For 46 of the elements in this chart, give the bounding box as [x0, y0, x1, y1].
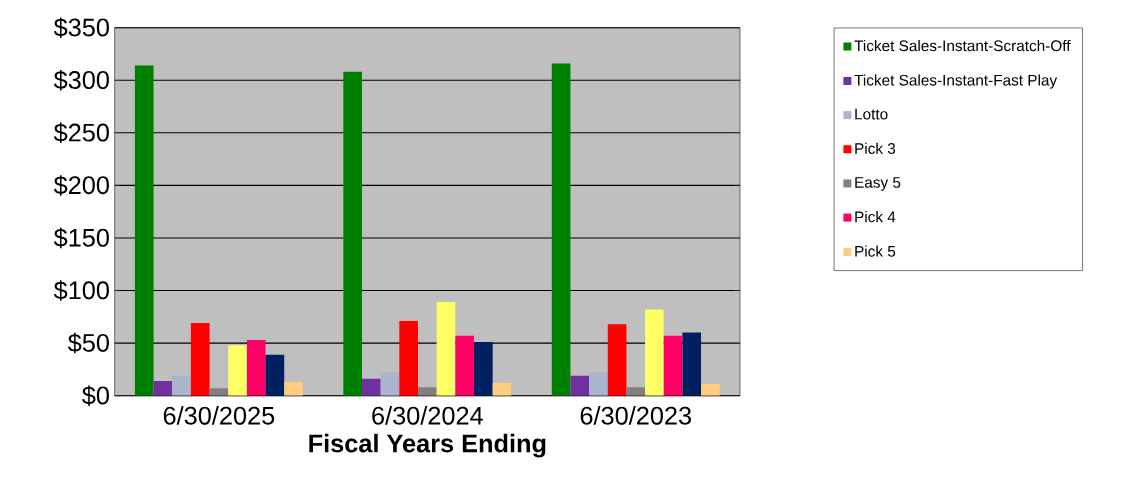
x-tick-label: 6/30/2023	[580, 406, 691, 425]
legend-label: Lotto	[855, 108, 888, 120]
bar	[284, 382, 303, 396]
bar	[418, 387, 437, 396]
x-axis-title: Fiscal Years Ending	[309, 433, 546, 458]
bar	[663, 335, 683, 396]
bar	[570, 375, 590, 396]
bar	[626, 387, 646, 396]
bar	[380, 372, 400, 396]
y-tick-label: $350	[53, 17, 109, 38]
y-tick-label: $100	[53, 280, 109, 301]
bar	[228, 345, 247, 396]
x-tick-label: 6/30/2025	[163, 406, 275, 425]
bar	[682, 332, 702, 396]
bar	[645, 309, 664, 396]
bar	[455, 335, 474, 396]
bar	[399, 321, 418, 396]
bar	[492, 383, 512, 396]
bar	[265, 354, 285, 396]
bar	[343, 71, 362, 396]
y-tick-label: $150	[53, 227, 109, 249]
legend-label: Ticket Sales-Instant-Fast Play	[854, 74, 1058, 89]
bar	[172, 375, 191, 396]
bar	[474, 342, 493, 396]
bar	[551, 63, 571, 396]
legend-label: Pick 4	[855, 211, 896, 223]
y-tick-label: $200	[53, 175, 109, 196]
bar	[589, 372, 608, 396]
y-tick-label: $250	[53, 122, 109, 144]
legend-label: Pick 5	[855, 245, 896, 257]
bar	[362, 378, 381, 396]
bar	[209, 388, 229, 396]
y-tick-label: $300	[53, 70, 109, 91]
bar	[607, 324, 627, 396]
bar	[134, 65, 154, 396]
bar	[701, 384, 720, 396]
legend-label: Pick 3	[855, 142, 896, 154]
bar	[246, 339, 266, 396]
x-tick-label: 6/30/2024	[372, 406, 483, 425]
bar	[436, 302, 456, 396]
bar	[190, 323, 210, 396]
legend-label: Ticket Sales-Instant-Scratch-Off	[854, 39, 1071, 52]
bar	[153, 380, 173, 396]
y-tick-label: $50	[67, 332, 109, 354]
legend-label: Easy 5	[855, 177, 901, 191]
y-tick-label: $0	[82, 385, 109, 406]
